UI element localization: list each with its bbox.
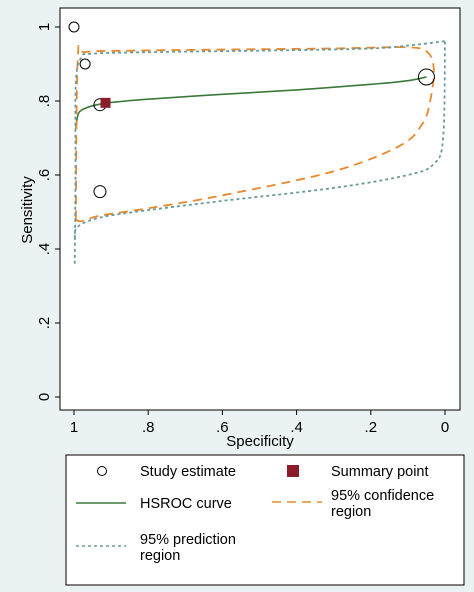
legend-label: region bbox=[331, 504, 371, 520]
series-hsroc-curve bbox=[75, 76, 427, 129]
y-axis: 0 .2 .4 .6 .8 1 bbox=[36, 23, 60, 401]
x-tick-label: 0 bbox=[441, 419, 449, 436]
y-tick-label: 1 bbox=[36, 23, 53, 31]
x-tick-label: .2 bbox=[365, 419, 378, 436]
x-tick-label: .6 bbox=[216, 419, 229, 436]
y-tick-label: .2 bbox=[36, 317, 53, 330]
legend-item-summary-point: Summary point bbox=[287, 464, 429, 480]
y-tick-label: .8 bbox=[36, 95, 53, 108]
series-95-prediction-region bbox=[73, 40, 446, 264]
series-95-prediction-region-lower bbox=[73, 41, 446, 239]
x-tick-label: 1 bbox=[70, 419, 78, 436]
legend-item-study-estimate: Study estimate bbox=[97, 464, 236, 480]
x-axis: 1 .8 .6 .4 .2 0 bbox=[70, 410, 449, 436]
study-estimate-point bbox=[68, 21, 80, 33]
legend-circle-icon bbox=[97, 466, 107, 476]
summary-point-marker bbox=[100, 97, 111, 108]
y-axis-title: Sensitivity bbox=[19, 176, 36, 244]
y-tick-label: .4 bbox=[36, 243, 53, 256]
legend-label: 95% confidence bbox=[331, 488, 434, 504]
plot-area bbox=[59, 7, 461, 411]
x-tick-label: .8 bbox=[142, 419, 155, 436]
legend: Study estimate Summary point HSROC curve 95… bbox=[76, 464, 434, 564]
legend-label: HSROC curve bbox=[140, 496, 232, 512]
legend-label: 95% prediction bbox=[140, 532, 236, 548]
series-layer bbox=[68, 21, 446, 264]
legend-label: Summary point bbox=[331, 464, 429, 480]
x-tick-label: .4 bbox=[290, 419, 303, 436]
x-axis-title: Specificity bbox=[226, 433, 294, 450]
y-tick-label: 0 bbox=[36, 393, 53, 401]
legend-label: Study estimate bbox=[140, 464, 236, 480]
legend-item-hsroc-curve: HSROC curve bbox=[76, 496, 232, 512]
y-tick-label: .6 bbox=[36, 169, 53, 182]
study-estimate-point bbox=[417, 68, 435, 86]
study-estimate-point bbox=[79, 58, 91, 70]
legend-box bbox=[65, 454, 465, 586]
legend-square-icon bbox=[287, 465, 299, 477]
study-estimate-point bbox=[93, 185, 107, 199]
legend-label: region bbox=[140, 548, 180, 564]
